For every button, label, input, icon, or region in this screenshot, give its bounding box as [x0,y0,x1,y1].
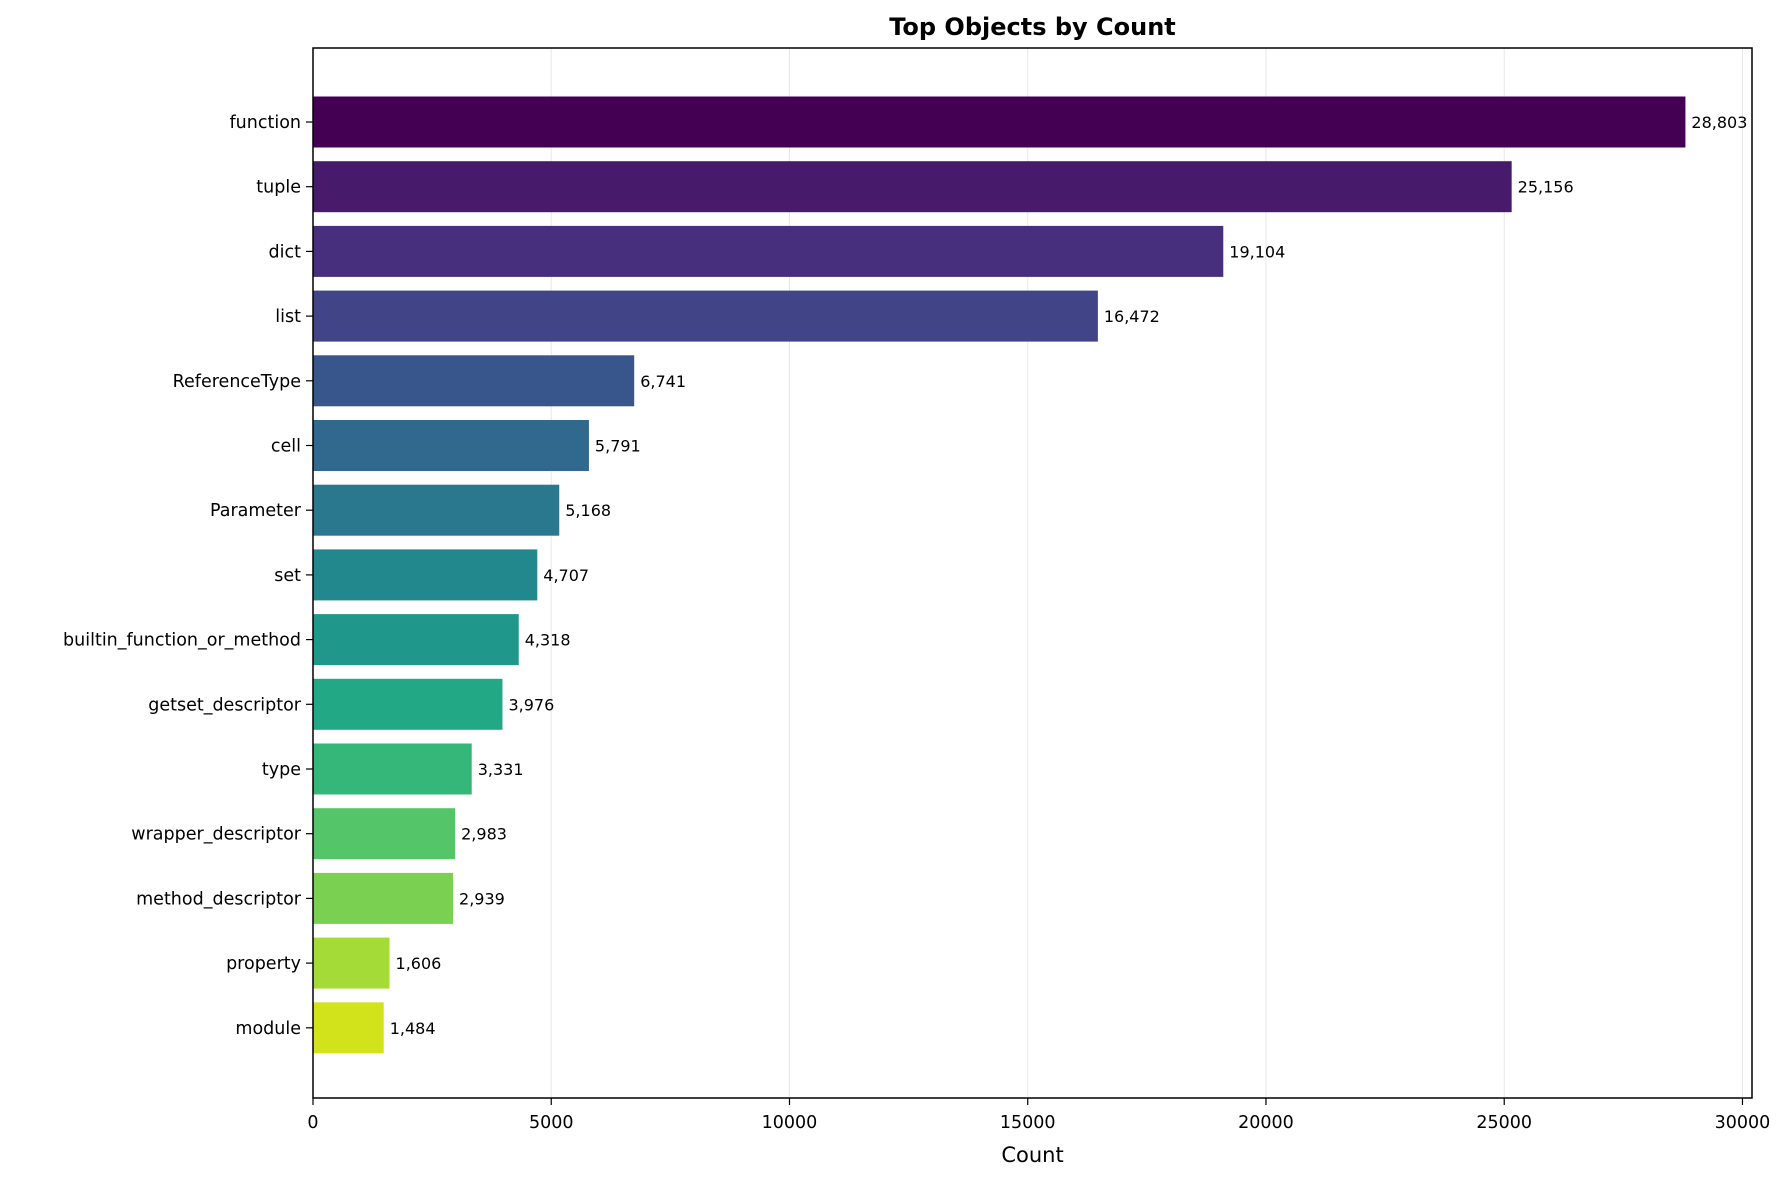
y-tick-label-getset_descriptor: getset_descriptor [148,695,302,715]
y-tick-label-property: property [226,954,301,974]
x-tick-label: 10000 [762,1113,818,1133]
y-tick-label-tuple: tuple [256,178,301,198]
bar-ReferenceType [313,355,635,407]
data-label-ReferenceType: 6,741 [640,372,686,391]
data-label-dict: 19,104 [1229,242,1285,261]
x-tick-label: 0 [307,1113,318,1133]
data-label-property: 1,606 [396,954,442,973]
data-label-method_descriptor: 2,939 [459,889,505,908]
bar-property [313,937,390,989]
y-tick-label-method_descriptor: method_descriptor [136,889,302,909]
y-tick-label-set: set [274,566,301,586]
y-tick-label-wrapper_descriptor: wrapper_descriptor [131,825,302,845]
bar-tuple [313,161,1512,213]
bar-getset_descriptor [313,678,503,730]
y-tick-label-builtin_function_or_method: builtin_function_or_method [63,631,301,651]
bar-dict [313,225,1224,277]
data-label-set: 4,707 [543,566,589,585]
x-tick-label: 15000 [1000,1113,1056,1133]
data-label-type: 3,331 [478,760,524,779]
data-label-tuple: 25,156 [1518,178,1574,197]
data-labels: 28,803 25,156 19,104 16,472 6,741 5,791 5,168 4… [390,113,1748,1038]
x-axis-ticks: 0 5000 10000 15000 20000 25000 30000 [307,1098,1770,1133]
bar-set [313,549,538,601]
chart-title: Top Objects by Count [889,13,1176,41]
data-label-function: 28,803 [1691,113,1747,132]
bar-type [313,743,472,795]
y-tick-label-ReferenceType: ReferenceType [173,372,301,392]
y-tick-label-function: function [230,113,302,133]
bar-list [313,290,1098,342]
plot-frame [312,47,1753,1099]
y-tick-label-cell: cell [271,437,301,457]
bars [313,96,1686,1054]
data-label-getset_descriptor: 3,976 [508,695,554,714]
y-axis-ticks: function tuple dict list ReferenceType cell Pa… [63,113,313,1039]
y-tick-label-module: module [235,1019,301,1039]
bar-method_descriptor [313,872,454,924]
y-tick-label-list: list [275,307,301,327]
y-tick-label-dict: dict [269,242,302,262]
data-label-list: 16,472 [1104,307,1160,326]
data-label-module: 1,484 [390,1019,436,1038]
bar-module [313,1002,384,1054]
x-axis-label: Count [1001,1143,1063,1167]
bar-Parameter [313,484,560,536]
bar-builtin_function_or_method [313,614,519,666]
x-tick-label: 30000 [1715,1113,1771,1133]
x-tick-label: 25000 [1476,1113,1532,1133]
x-tick-label: 20000 [1238,1113,1294,1133]
bar-cell [313,420,589,471]
data-label-Parameter: 5,168 [565,501,611,520]
bar-wrapper_descriptor [313,808,456,860]
data-label-wrapper_descriptor: 2,983 [461,825,507,844]
y-tick-label-Parameter: Parameter [210,501,302,521]
data-label-builtin_function_or_method: 4,318 [525,631,571,650]
y-tick-label-type: type [262,760,301,780]
x-tick-label: 5000 [529,1113,574,1133]
data-label-cell: 5,791 [595,437,641,456]
bar-function [313,96,1686,148]
